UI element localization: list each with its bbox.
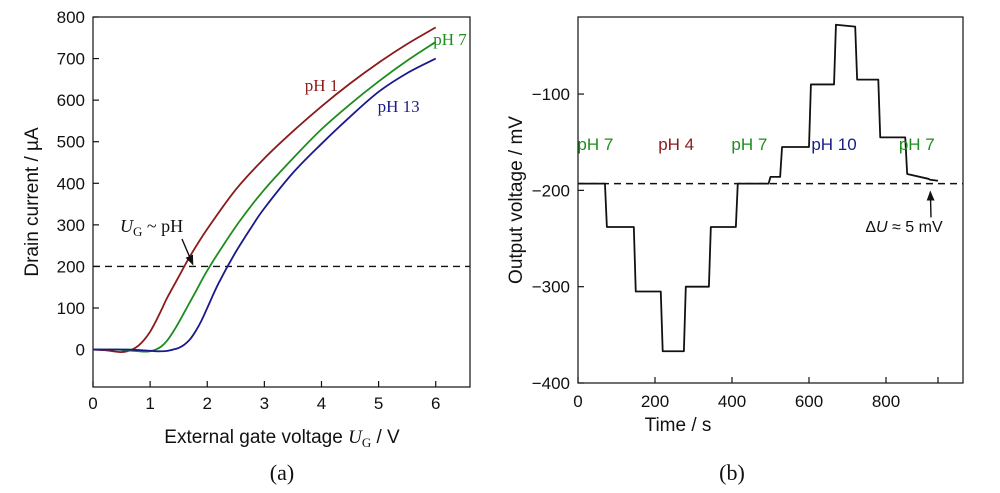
x-tick-label-a-2: 2: [203, 394, 212, 413]
plot-frame-b: [577, 16, 964, 384]
series-group-a: [92, 26, 437, 353]
y-tick-label-a-6: 600: [57, 91, 85, 110]
x-axis-label-a: External gate voltage UG / V: [164, 427, 400, 450]
x-tick-label-a-6: 6: [431, 394, 440, 413]
y-axis-label-a: Drain current / µA: [22, 127, 43, 277]
annotation-arrow-a: [181, 238, 194, 266]
y-tick-label-b-0: −400: [532, 374, 570, 393]
curve-labels-a: pH 1 pH 7 pH 13: [305, 30, 468, 116]
y-tick-label-a-4: 400: [57, 174, 85, 193]
annotation-b: ΔU ≈ 5 mV: [865, 190, 943, 236]
y-tick-label-a-3: 300: [57, 216, 85, 235]
annotation-text-b: ΔU ≈ 5 mV: [865, 219, 943, 236]
x-tick-label-b-0: 0: [573, 392, 582, 411]
y-tick-label-b-1: −300: [532, 278, 570, 297]
annotation-arrow-b: [926, 190, 935, 218]
series-group-b: [578, 23, 939, 353]
x-tick-label-a-0: 0: [88, 394, 97, 413]
segment-label-b-0: pH 7: [577, 135, 613, 154]
series-line-a-ph-13: [92, 57, 437, 353]
series-label-a-2: pH 13: [378, 97, 420, 116]
y-tick-label-a-1: 100: [57, 299, 85, 318]
ticks-a: 0 1 2 3 4 5 6 0 100 200 300 400 500 600 700 800: [57, 8, 441, 413]
x-tick-label-a-1: 1: [145, 394, 154, 413]
segment-label-b-4: pH 7: [899, 135, 935, 154]
y-tick-label-a-2: 200: [57, 257, 85, 276]
y-tick-label-b-3: −100: [532, 85, 570, 104]
series-line-b-0: [578, 23, 939, 353]
x-tick-label-a-4: 4: [317, 394, 326, 413]
annotation-a: UG ~ pH: [120, 216, 194, 266]
y-tick-label-b-2: −200: [532, 181, 570, 200]
segment-labels-b: pH 7 pH 4 pH 7 pH 10 pH 7: [577, 135, 934, 154]
ticks-b: 0 200 400 600 800 −400 −300 −200 −100: [532, 85, 939, 411]
annotation-text-a: UG ~ pH: [120, 216, 183, 239]
y-axis-label-b: Output voltage / mV: [506, 116, 527, 284]
x-tick-label-b-1: 200: [641, 392, 669, 411]
y-tick-label-a-5: 500: [57, 133, 85, 152]
x-axis-label-b: Time / s: [645, 415, 712, 436]
panel-label-a: (a): [270, 460, 294, 485]
series-label-a-1: pH 7: [433, 30, 467, 49]
segment-label-b-2: pH 7: [731, 135, 767, 154]
y-tick-label-a-8: 800: [57, 8, 85, 27]
series-line-a-ph-7: [92, 41, 437, 353]
chart-panel-b: 0 200 400 600 800−400−300−200−100 pH 7 pH 4 pH…: [506, 16, 964, 485]
x-tick-label-b-2: 400: [718, 392, 746, 411]
segment-label-b-3: pH 10: [811, 135, 856, 154]
x-tick-label-a-5: 5: [374, 394, 383, 413]
series-line-a-ph-1: [92, 26, 437, 353]
plot-frame-a: [92, 16, 471, 388]
panel-label-b: (b): [719, 460, 745, 485]
x-tick-label-b-3: 600: [795, 392, 823, 411]
x-tick-label-a-3: 3: [260, 394, 269, 413]
segment-label-b-1: pH 4: [658, 135, 694, 154]
y-tick-label-a-7: 700: [57, 50, 85, 69]
x-tick-label-b-4: 800: [872, 392, 900, 411]
y-tick-label-a-0: 0: [76, 341, 85, 360]
series-label-a-0: pH 1: [305, 76, 339, 95]
